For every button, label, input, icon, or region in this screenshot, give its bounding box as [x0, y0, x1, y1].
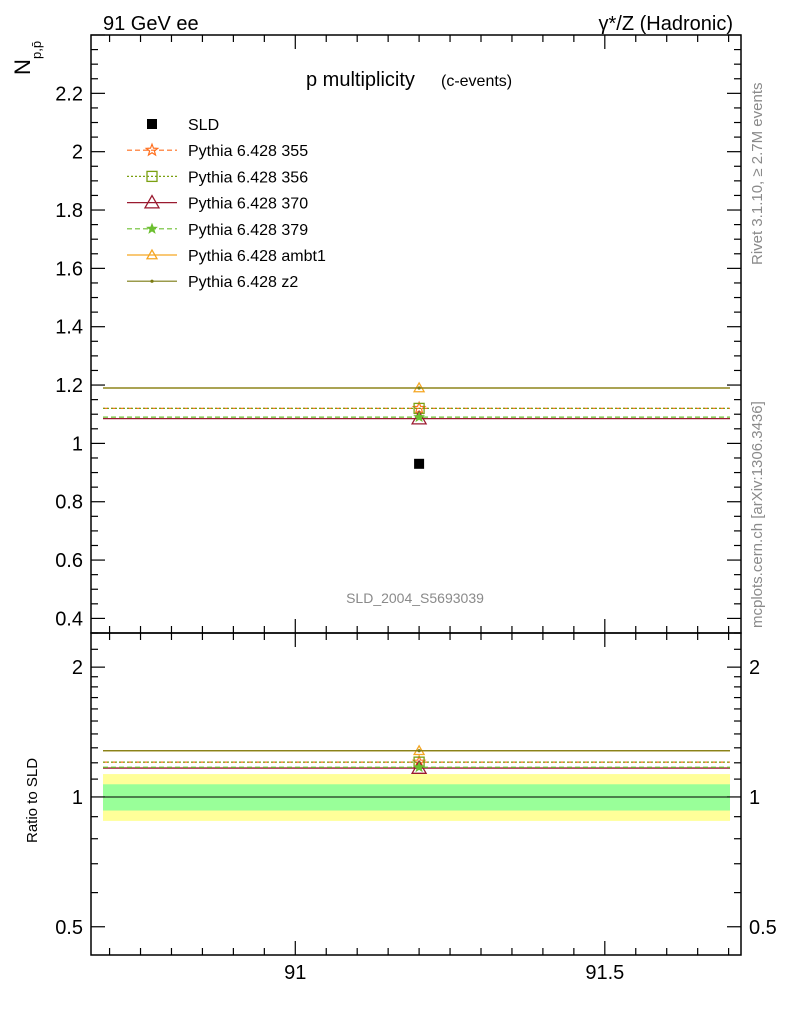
legend-marker-2	[146, 170, 158, 183]
ratio-bands	[103, 774, 730, 821]
legend-marker-5	[145, 248, 159, 260]
main-ytick-label-3: 1	[72, 433, 83, 455]
xtick-label-1: 91.5	[585, 962, 624, 984]
legend-label-5: Pythia 6.428 ambt1	[188, 248, 326, 265]
main-ytick-label-7: 1.8	[55, 200, 83, 222]
legend-label-3: Pythia 6.428 370	[188, 196, 308, 213]
legend-label-1: Pythia 6.428 355	[188, 143, 308, 160]
legend-marker-6	[150, 279, 154, 283]
ratio-marker-3	[413, 761, 425, 773]
ratio-ytick-label-right-0: 0.5	[749, 917, 777, 939]
legend-label-4: Pythia 6.428 379	[188, 222, 308, 239]
ratio-frame	[90, 632, 742, 956]
plot-title: p multiplicity	[306, 69, 415, 91]
axes-tick-labels: 0.4 0.6 0.8 1 1.2 1.4 1.6 1.8 2 2.2 0.5 0.5 1 1 2 2 91 91…	[55, 83, 777, 984]
ratio-ytick-label-left-0: 0.5	[55, 917, 83, 939]
main-series	[103, 381, 730, 469]
legend-label-6: Pythia 6.428 z2	[188, 274, 298, 291]
ratio-ytick-label-left-1: 1	[72, 787, 83, 809]
header-right-label: γ*/Z (Hadronic)	[599, 13, 733, 35]
legend: SLD Pythia 6.428 355 Pythia 6.428 356 Pythi…	[127, 117, 326, 291]
main-ytick-label-1: 0.6	[55, 550, 83, 572]
series-marker-3	[413, 410, 425, 423]
axes-frames	[90, 34, 742, 956]
legend-marker-1	[144, 142, 160, 157]
ratio-ytick-label-right-2: 2	[749, 657, 760, 679]
main-ylabel-text: N	[10, 59, 35, 75]
legend-label-0: SLD	[188, 117, 219, 134]
xtick-label-0: 91	[284, 962, 306, 984]
main-ytick-label-2: 0.8	[55, 492, 83, 514]
analysis-id-label: SLD_2004_S5693039	[346, 590, 484, 606]
legend-label-2: Pythia 6.428 356	[188, 169, 308, 186]
legend-marker-0	[147, 119, 157, 129]
main-ylabel-sub: p,p̄	[29, 41, 44, 59]
mcplots-label: mcplots.cern.ch [arXiv:1306.3436]	[749, 401, 766, 628]
ratio-ytick-label-left-2: 2	[72, 657, 83, 679]
main-ylabel: N p,p̄	[10, 41, 44, 75]
ratio-ylabel: Ratio to SLD	[24, 758, 41, 843]
main-ytick-label-6: 1.6	[55, 258, 83, 280]
main-ytick-label-0: 0.4	[55, 608, 83, 630]
ratio-series	[103, 744, 730, 774]
header-left-label: 91 GeV ee	[103, 13, 199, 35]
data-point-sld	[414, 458, 425, 469]
legend-marker-3	[143, 194, 161, 209]
main-ytick-label-4: 1.2	[55, 375, 83, 397]
main-ytick-label-9: 2.2	[55, 83, 83, 105]
rivet-version-label: Rivet 3.1.10, ≥ 2.7M events	[749, 83, 766, 266]
plot-subtitle: (c-events)	[441, 73, 512, 90]
series-marker-5	[417, 386, 421, 390]
legend-marker-4	[146, 222, 158, 234]
axes-ticks	[91, 34, 741, 955]
ratio-ytick-label-right-1: 1	[749, 787, 760, 809]
main-ytick-label-5: 1.4	[55, 317, 83, 339]
main-ytick-label-8: 2	[72, 142, 83, 164]
ratio-marker-5	[417, 749, 421, 753]
